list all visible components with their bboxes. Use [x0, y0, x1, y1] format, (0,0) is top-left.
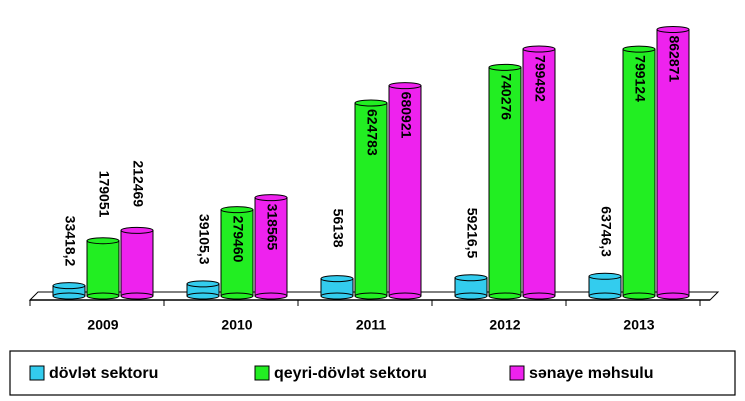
data-label: 799492 — [532, 55, 548, 102]
bar-top — [86, 237, 120, 245]
bar-top — [588, 272, 622, 280]
bar — [656, 28, 690, 297]
data-label: 624783 — [364, 109, 380, 156]
legend-label: dövlət sektoru — [49, 365, 158, 382]
bar — [488, 66, 522, 297]
legend-swatch — [254, 365, 270, 381]
data-label: 59216,5 — [464, 208, 480, 259]
data-label: 318565 — [264, 204, 280, 251]
data-label: 740276 — [498, 73, 514, 120]
data-label: 799124 — [632, 55, 648, 102]
bar-bottom — [354, 292, 388, 300]
data-label: 179051 — [96, 171, 112, 218]
bar-top — [254, 194, 288, 202]
bar-top — [522, 45, 556, 53]
bar-bottom — [656, 292, 690, 300]
bar — [388, 85, 422, 297]
data-label: 212469 — [130, 160, 146, 207]
bar-bottom — [254, 292, 288, 300]
legend-label: qeyri-dövlət sektoru — [274, 365, 427, 382]
bar — [220, 209, 254, 297]
bar-top — [354, 99, 388, 107]
bar-bottom — [588, 292, 622, 300]
bar-bottom — [86, 292, 120, 300]
bar-top — [320, 275, 354, 283]
bar-top — [622, 45, 656, 53]
data-label: 680921 — [398, 92, 414, 139]
bar-top — [52, 282, 86, 290]
legend-swatch — [29, 365, 45, 381]
data-label: 33418,2 — [62, 216, 78, 267]
bar-bottom — [622, 292, 656, 300]
x-tick-label: 2009 — [87, 317, 118, 333]
bar-top — [656, 25, 690, 33]
bar-top — [388, 82, 422, 90]
bar-bottom — [120, 292, 154, 300]
legend-label: sənaye məhsulu — [529, 365, 654, 382]
bar-bottom — [488, 292, 522, 300]
bar — [354, 102, 388, 297]
legend-box — [9, 350, 736, 396]
bar-bottom — [454, 292, 488, 300]
x-tick-label: 2012 — [489, 317, 520, 333]
bar — [120, 229, 154, 297]
data-label: 63746,3 — [598, 206, 614, 257]
bar — [622, 48, 656, 297]
bar-top — [488, 63, 522, 71]
x-tick-label: 2013 — [623, 317, 654, 333]
x-tick-label: 2010 — [221, 317, 252, 333]
legend-swatch — [509, 365, 525, 381]
bar-bottom — [220, 292, 254, 300]
data-label: 56138 — [330, 209, 346, 248]
data-label: 39105,3 — [196, 214, 212, 265]
bar-bottom — [522, 292, 556, 300]
bar-bottom — [52, 292, 86, 300]
bar-top — [454, 274, 488, 282]
data-label: 862871 — [666, 35, 682, 82]
bar — [86, 240, 120, 297]
bar-top — [220, 206, 254, 214]
bar-bottom — [388, 292, 422, 300]
bar-top — [120, 226, 154, 234]
data-label: 279460 — [230, 216, 246, 263]
bar-bottom — [320, 292, 354, 300]
x-tick-label: 2011 — [356, 317, 387, 333]
bar-top — [186, 280, 220, 288]
bar-bottom — [186, 292, 220, 300]
bar — [522, 48, 556, 297]
